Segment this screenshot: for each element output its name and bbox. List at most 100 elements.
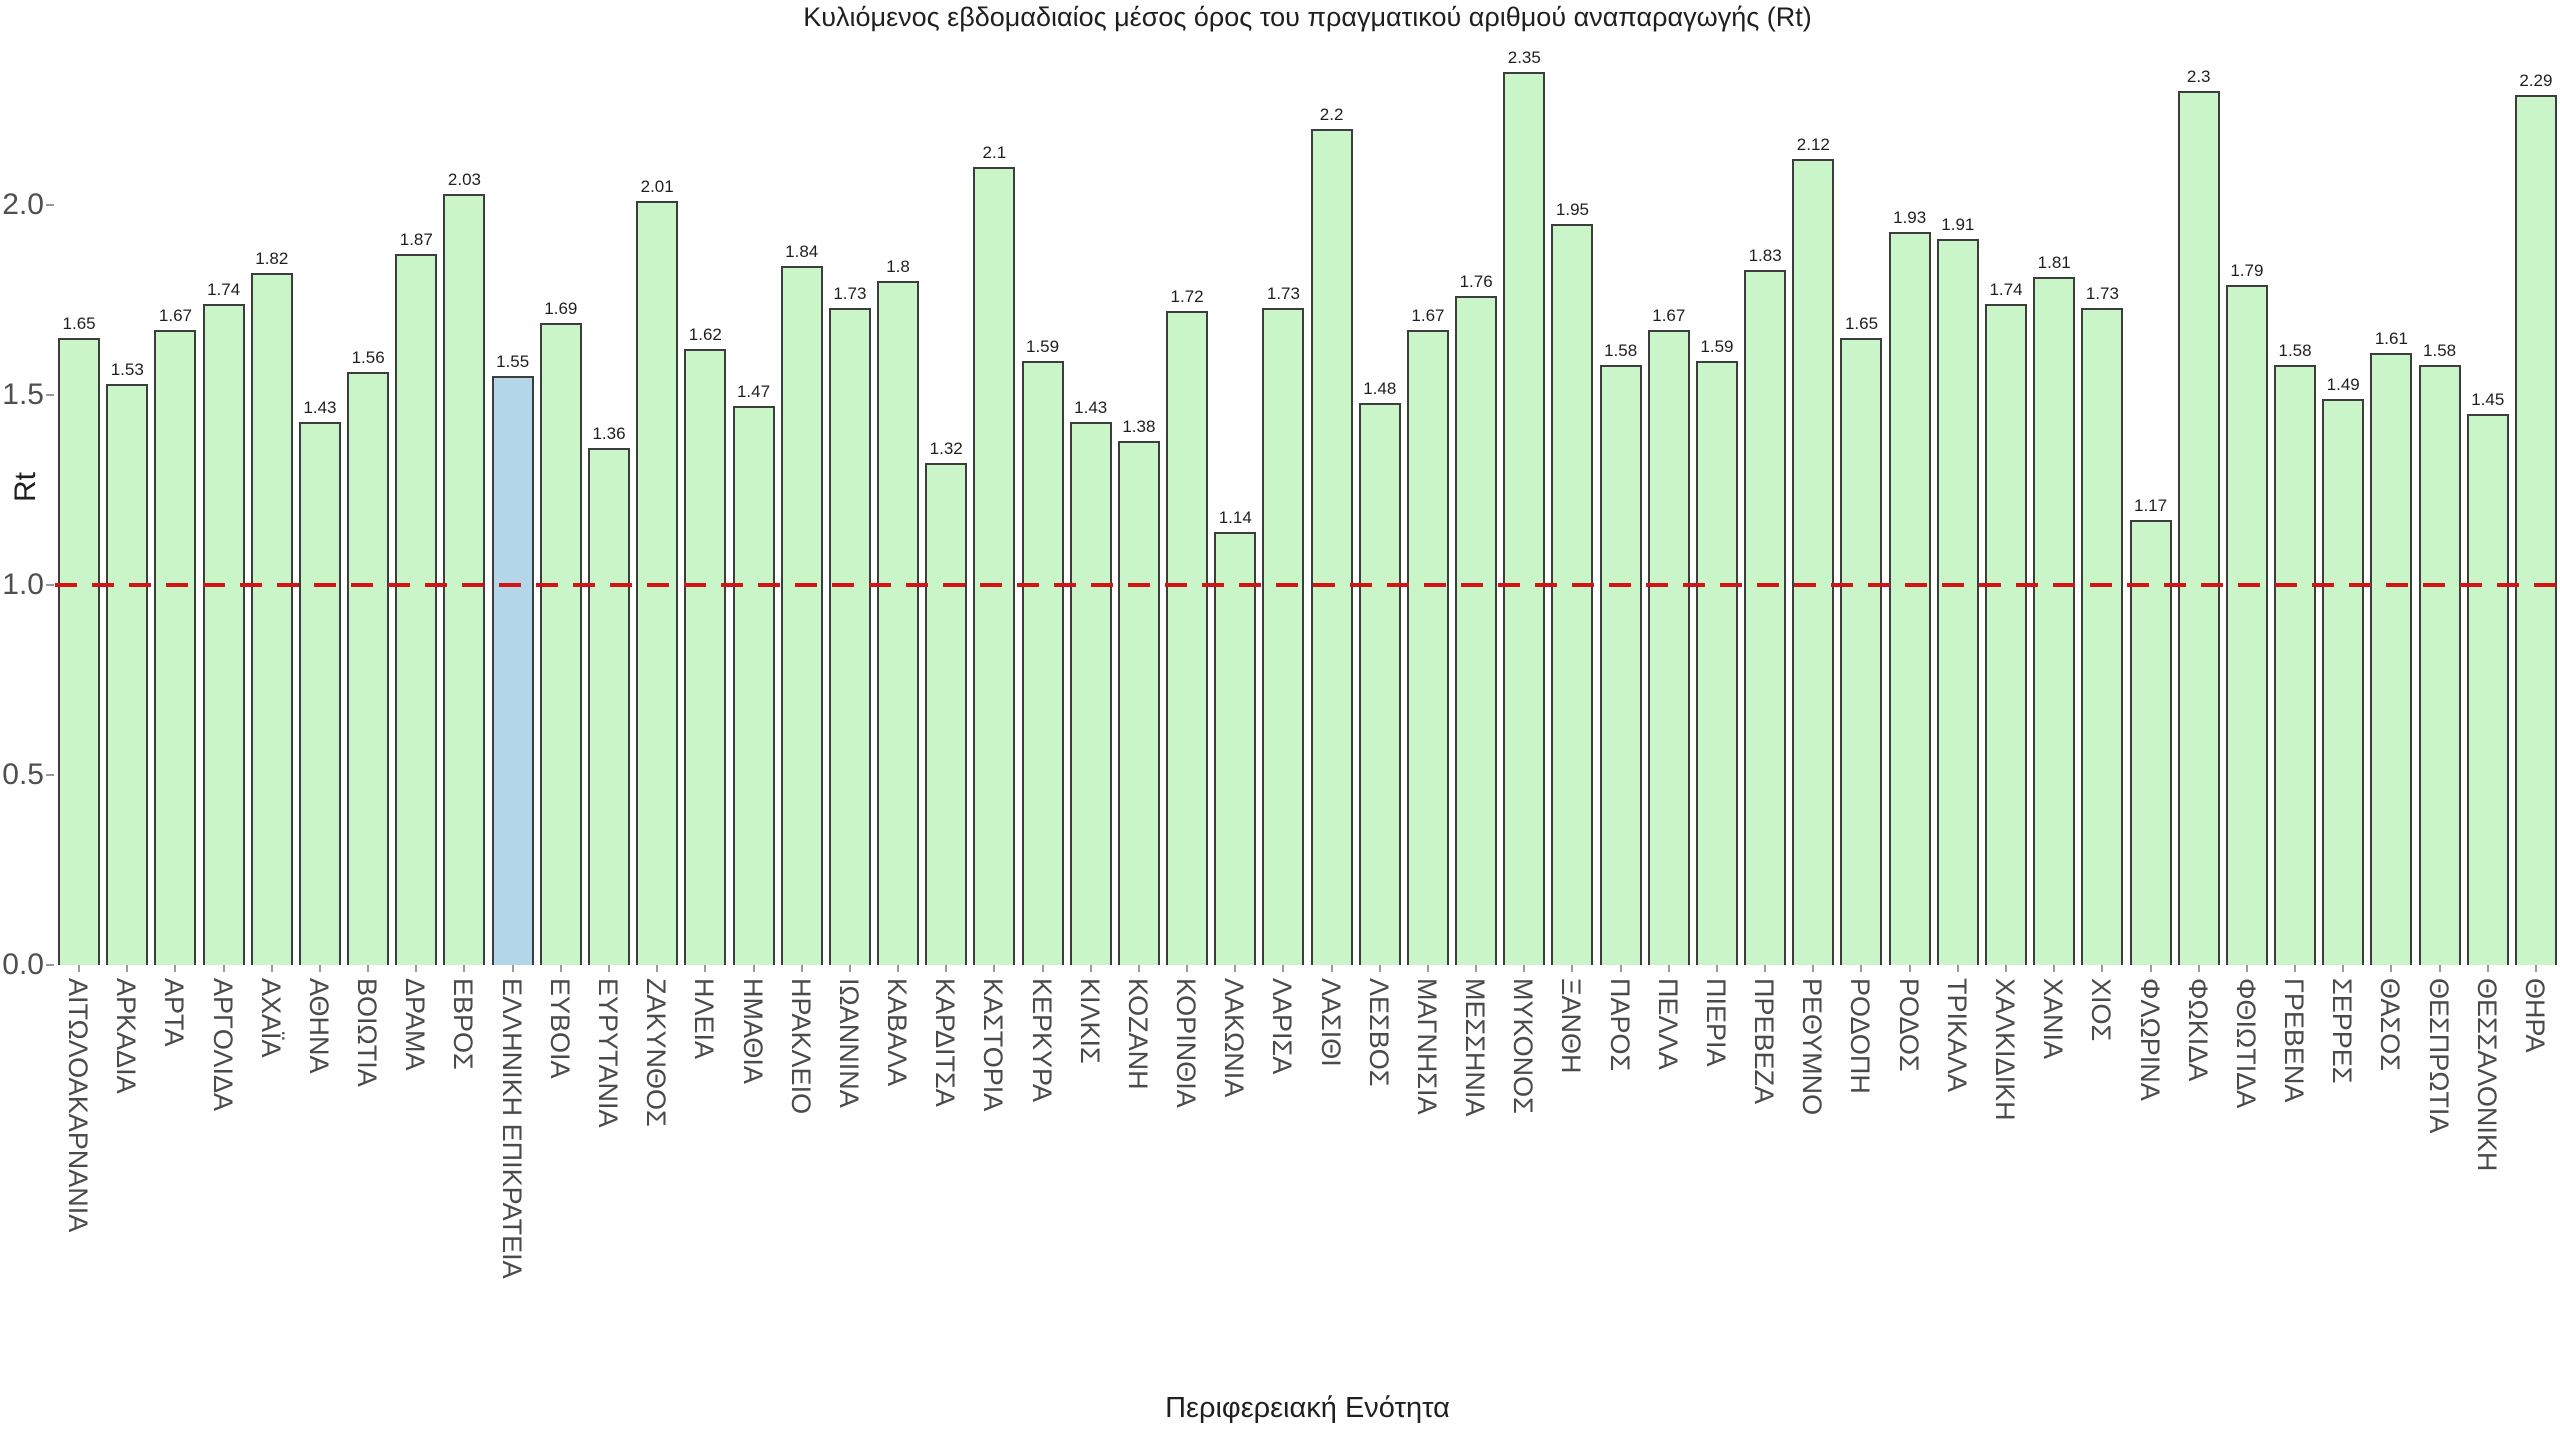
bar-value-label: 1.82 <box>255 249 289 268</box>
x-tick-mark <box>2005 965 2007 972</box>
bar-value-label: 2.03 <box>447 170 482 189</box>
bar-slot: 1.56 <box>344 35 392 965</box>
bar-slot: 1.82 <box>248 35 296 965</box>
bar-value-label: 1.47 <box>736 382 771 401</box>
y-tick-label: 2.0 <box>2 188 44 221</box>
x-tick-label: ΦΛΩΡΙΝΑ <box>2134 978 2165 1101</box>
bar-slot: 1.72 <box>1163 35 1211 965</box>
bar <box>877 281 920 965</box>
x-tick-mark <box>2294 965 2297 972</box>
bar-value-label: 1.79 <box>2230 261 2264 280</box>
x-tick-mark <box>1137 965 1140 972</box>
bar-value-label: 2.1 <box>982 143 1007 162</box>
bar-value-label: 1.87 <box>399 230 433 249</box>
x-tick-label: ΕΥΒΟΙΑ <box>544 978 575 1079</box>
x-tick-mark <box>174 965 177 972</box>
bar-slot: 1.76 <box>1452 35 1500 965</box>
bar-value-label: 1.38 <box>1122 417 1156 436</box>
x-tick-mark <box>2534 965 2537 972</box>
x-tick-label: ΛΑΣΙΘΙ <box>1315 978 1346 1067</box>
x-tick-label: ΚΑΣΤΟΡΙΑ <box>978 978 1009 1112</box>
bar-value-label: 1.67 <box>158 306 192 325</box>
y-axis-title: Rt <box>9 472 42 502</box>
bar-value-label: 2.29 <box>2519 71 2553 90</box>
bar <box>395 254 438 965</box>
bar <box>1985 304 2027 965</box>
bar <box>298 422 341 965</box>
x-tick-mark <box>318 965 321 972</box>
bar-value-label: 1.74 <box>1989 280 2023 299</box>
bar-slot: 1.47 <box>729 35 777 965</box>
x-tick-label: ΘΗΡΑ <box>2519 978 2550 1053</box>
bar <box>780 266 823 965</box>
bar-slot: 1.83 <box>1741 35 1789 965</box>
x-tick-label: ΚΟΖΑΝΗ <box>1122 978 1153 1090</box>
x-tick-label: ΑΘΗΝΑ <box>303 978 334 1074</box>
x-tick-mark <box>1715 965 1718 972</box>
bar-value-label: 1.59 <box>1700 337 1734 356</box>
bar-slot: 1.58 <box>2415 35 2463 965</box>
bar <box>1840 338 1883 965</box>
x-tick-mark <box>559 965 562 972</box>
bar-slot: 2.35 <box>1500 35 1548 965</box>
bar-value-label: 1.8 <box>886 257 910 276</box>
bar-slot: 1.87 <box>392 35 440 965</box>
bar <box>2081 308 2124 965</box>
x-tick-label: ΒΟΙΩΤΙΑ <box>352 978 383 1087</box>
x-tick-mark <box>2101 965 2104 972</box>
bar <box>732 406 775 965</box>
x-tick-mark <box>2149 965 2152 972</box>
bar <box>1599 365 1642 965</box>
x-tick-label: ΗΜΑΘΙΑ <box>737 978 768 1084</box>
plot-area: 1.65 1.53 1.67 1.74 1.82 1.43 1.56 1.87 2.03 1.55… <box>55 35 2560 965</box>
bar <box>202 304 245 965</box>
x-tick-mark <box>1619 965 1622 972</box>
bar-slot: 1.93 <box>1886 35 1934 965</box>
bar <box>347 372 390 965</box>
x-tick-mark <box>1089 965 1092 972</box>
bar <box>1551 224 1594 965</box>
bar-slot: 1.8 <box>874 35 922 965</box>
bar-value-label: 1.59 <box>1026 337 1060 356</box>
x-tick-label: ΧΑΝΙΑ <box>2038 978 2069 1060</box>
bar <box>1117 441 1160 965</box>
x-tick-mark <box>993 965 996 972</box>
bar <box>1214 532 1257 965</box>
x-tick-label: ΘΕΣΠΡΩΤΙΑ <box>2423 978 2454 1134</box>
bar-slot: 1.59 <box>1018 35 1066 965</box>
x-tick-label: ΤΡΙΚΑΛΑ <box>1941 978 1972 1093</box>
bar-value-label: 1.83 <box>1748 246 1782 265</box>
bar-value-label: 1.69 <box>544 299 578 318</box>
x-tick-label: ΔΡΑΜΑ <box>400 978 431 1071</box>
bar-slot: 1.65 <box>1837 35 1885 965</box>
bar-value-label: 1.73 <box>2085 284 2119 303</box>
x-tick-label: ΚΑΒΑΛΑ <box>882 978 913 1087</box>
bar-value-label: 1.49 <box>2326 375 2360 394</box>
x-tick-mark <box>367 965 370 972</box>
bar-value-label: 1.65 <box>62 314 96 333</box>
x-tick-mark <box>2342 965 2345 972</box>
bar-slot: 1.74 <box>200 35 248 965</box>
bar <box>1744 270 1787 965</box>
bar <box>250 273 293 965</box>
bar-slot: 1.74 <box>1982 35 2030 965</box>
bar-slot: 1.81 <box>2030 35 2078 965</box>
x-tick-label: ΚΟΡΙΝΘΙΑ <box>1171 978 1202 1108</box>
y-tick-label: 0.0 <box>2 948 44 981</box>
bar <box>154 330 197 965</box>
x-tick-label: ΘΕΣΣΑΛΟΝΙΚΗ <box>2471 978 2502 1172</box>
bar-value-label: 1.81 <box>2037 253 2071 272</box>
x-tick-mark <box>1426 965 1429 972</box>
y-tick-mark <box>46 584 54 586</box>
x-tick-label: ΑΡΤΑ <box>159 978 190 1047</box>
x-tick-label: ΘΑΣΟΣ <box>2375 978 2406 1071</box>
bar-value-label: 1.58 <box>2278 341 2312 360</box>
bar <box>973 167 1016 965</box>
bar-slot: 1.43 <box>296 35 344 965</box>
x-tick-label: ΑΡΓΟΛΙΔΑ <box>207 978 238 1111</box>
bar-slot: 1.62 <box>681 35 729 965</box>
bar-value-label: 1.43 <box>303 398 337 417</box>
x-tick-mark <box>1571 965 1574 972</box>
bar <box>684 349 727 965</box>
bar <box>2177 91 2220 965</box>
